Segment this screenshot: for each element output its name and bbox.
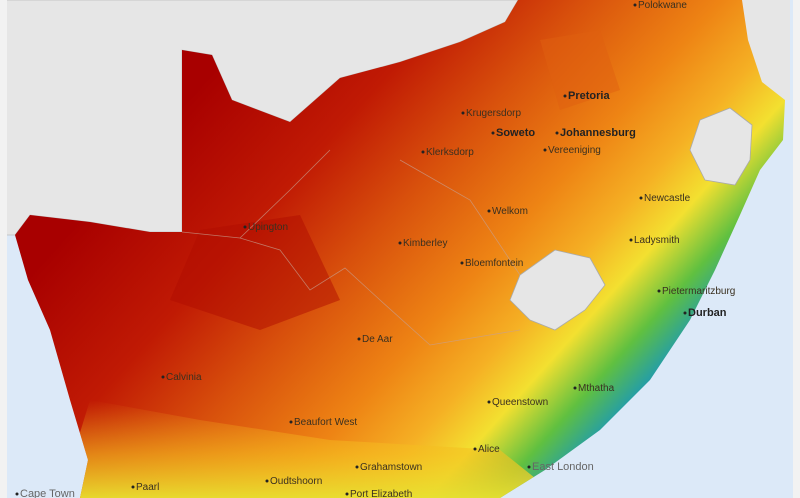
city-marker (657, 289, 661, 293)
city-label: Calvinia (166, 372, 202, 383)
city-marker (265, 479, 269, 483)
city-marker (243, 225, 247, 229)
eswatini (689, 107, 753, 186)
city-marker (563, 94, 567, 98)
neighbour-mozambique (742, 0, 790, 100)
city-label: Krugersdorp (466, 108, 521, 119)
city-marker (421, 150, 425, 154)
city-label: Cape Town (20, 488, 75, 498)
city-marker (633, 3, 637, 7)
city-label: Port Elizabeth (350, 489, 412, 498)
city-label: Alice (478, 444, 500, 455)
city-label: Bloemfontein (465, 258, 523, 269)
city-marker (461, 111, 465, 115)
city-label: Klerksdorp (426, 147, 474, 158)
city-label: Upington (248, 222, 288, 233)
city-marker (491, 131, 495, 135)
city-label: Oudtshoorn (270, 476, 322, 487)
city-label: Johannesburg (560, 127, 636, 139)
city-marker (15, 492, 19, 496)
city-marker (131, 485, 135, 489)
city-label: Newcastle (644, 193, 691, 204)
city-label: Soweto (496, 127, 535, 139)
province-borders (181, 149, 521, 346)
city-marker (161, 375, 165, 379)
city-marker (543, 148, 547, 152)
city-label: Durban (688, 307, 727, 319)
city-marker (683, 311, 687, 315)
city-marker (460, 261, 464, 265)
city-label: De Aar (362, 334, 393, 345)
city-label: Beaufort West (294, 417, 357, 428)
frame-right (793, 0, 800, 498)
city-marker (629, 238, 633, 242)
city-label: Paarl (136, 482, 159, 493)
city-marker (639, 196, 643, 200)
city-label: Welkom (492, 206, 528, 217)
city-marker (573, 386, 577, 390)
city-marker (345, 492, 349, 496)
city-marker (398, 241, 402, 245)
city-marker (355, 465, 359, 469)
city-label: Vereeniging (548, 145, 601, 156)
city-marker (527, 465, 531, 469)
city-label: Queenstown (492, 397, 548, 408)
city-label: Mthatha (578, 383, 615, 394)
city-label: Pretoria (568, 90, 610, 102)
lesotho (509, 249, 606, 331)
city-marker (357, 337, 361, 341)
city-label: Ladysmith (634, 235, 680, 246)
city-marker (487, 209, 491, 213)
city-label: Polokwane (638, 0, 687, 11)
city-marker (555, 131, 559, 135)
city-labels: Polokwane Pretoria Krugersdorp Soweto Johann… (15, 0, 735, 498)
city-label: Pietermaritzburg (662, 286, 735, 297)
frame-left (0, 0, 7, 498)
city-marker (473, 447, 477, 451)
city-marker (289, 420, 293, 424)
city-label: Kimberley (403, 238, 447, 249)
city-label: Grahamstown (360, 462, 422, 473)
city-label: East London (532, 461, 594, 473)
city-marker (487, 400, 491, 404)
